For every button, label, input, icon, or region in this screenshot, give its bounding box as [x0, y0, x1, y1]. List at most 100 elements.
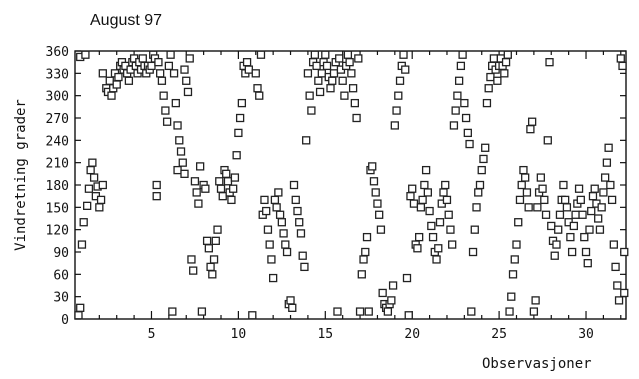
data-point [474, 188, 483, 197]
data-point [169, 69, 179, 78]
data-point [562, 203, 572, 212]
data-point [81, 50, 90, 59]
data-point [338, 76, 347, 85]
data-point [392, 106, 401, 115]
data-point [449, 121, 459, 130]
y-tick-label: 360 [46, 45, 69, 60]
data-point [620, 288, 629, 298]
data-point [461, 113, 471, 123]
data-point [536, 173, 545, 182]
data-point [543, 136, 552, 145]
data-point [613, 281, 622, 290]
data-point [409, 199, 419, 208]
data-point [161, 106, 170, 115]
data-point [545, 58, 554, 67]
data-point [282, 247, 292, 257]
data-point [213, 225, 222, 234]
data-point [611, 262, 620, 272]
data-point [185, 54, 194, 63]
y-tick-label: 270 [46, 112, 69, 127]
data-point [567, 247, 577, 257]
data-point [197, 307, 207, 316]
data-point [89, 173, 99, 182]
data-point [387, 296, 396, 305]
data-point [540, 195, 549, 205]
data-point [507, 292, 516, 301]
data-point [296, 229, 306, 238]
data-point [368, 162, 377, 171]
data-point [448, 240, 457, 249]
data-point [112, 80, 121, 89]
data-point [293, 206, 302, 216]
data-point [321, 50, 330, 59]
data-point [329, 69, 339, 78]
data-point [554, 225, 563, 234]
data-point [559, 180, 568, 190]
data-point [328, 76, 337, 85]
data-point [279, 229, 288, 238]
data-point [105, 76, 114, 85]
data-point [470, 225, 479, 234]
data-point [538, 184, 547, 193]
data-point [164, 61, 174, 71]
x-tick-label: 30 [578, 327, 594, 342]
data-point [234, 128, 243, 138]
data-point [256, 50, 266, 59]
data-point [114, 72, 123, 82]
data-point [182, 76, 191, 85]
data-point [216, 184, 226, 193]
data-point [519, 165, 528, 175]
data-point [227, 195, 236, 205]
x-tick-label: 5 [148, 327, 156, 342]
data-point [501, 58, 511, 67]
data-point [195, 162, 205, 171]
data-point [369, 177, 379, 186]
data-point [352, 113, 361, 123]
data-point [609, 240, 618, 249]
data-point [180, 169, 189, 178]
data-point [157, 76, 167, 85]
data-point [373, 199, 382, 208]
y-tick-label: 120 [46, 224, 69, 239]
data-point [599, 188, 608, 197]
x-axis-label: Observasjoner [482, 356, 592, 372]
data-point [418, 195, 427, 205]
data-point [209, 255, 219, 264]
data-point [218, 192, 227, 201]
data-point [493, 76, 502, 85]
data-point [274, 188, 283, 197]
data-point [456, 61, 466, 71]
data-point [394, 91, 403, 100]
data-point [194, 199, 203, 208]
data-point [561, 195, 570, 205]
data-point [98, 180, 107, 190]
x-tick-label: 20 [404, 327, 420, 342]
data-point [189, 266, 198, 275]
data-point [569, 221, 579, 231]
data-point [521, 173, 530, 182]
data-point [472, 203, 481, 212]
data-point [260, 195, 269, 205]
data-point [147, 61, 156, 71]
data-point [421, 165, 431, 175]
data-point [453, 91, 462, 100]
data-point [289, 180, 299, 190]
data-point [510, 255, 519, 264]
data-point [435, 218, 445, 227]
data-point [432, 255, 441, 264]
data-point [614, 296, 624, 305]
data-point [215, 177, 224, 186]
data-point [255, 91, 264, 100]
data-point [340, 91, 349, 100]
data-point [310, 50, 320, 59]
data-point [547, 221, 556, 231]
data-point [552, 240, 561, 249]
data-point [230, 173, 240, 182]
data-point [138, 54, 147, 63]
data-point [229, 184, 238, 193]
data-point [517, 180, 526, 190]
data-point [206, 262, 215, 272]
data-point [162, 117, 172, 126]
data-point [555, 210, 565, 219]
